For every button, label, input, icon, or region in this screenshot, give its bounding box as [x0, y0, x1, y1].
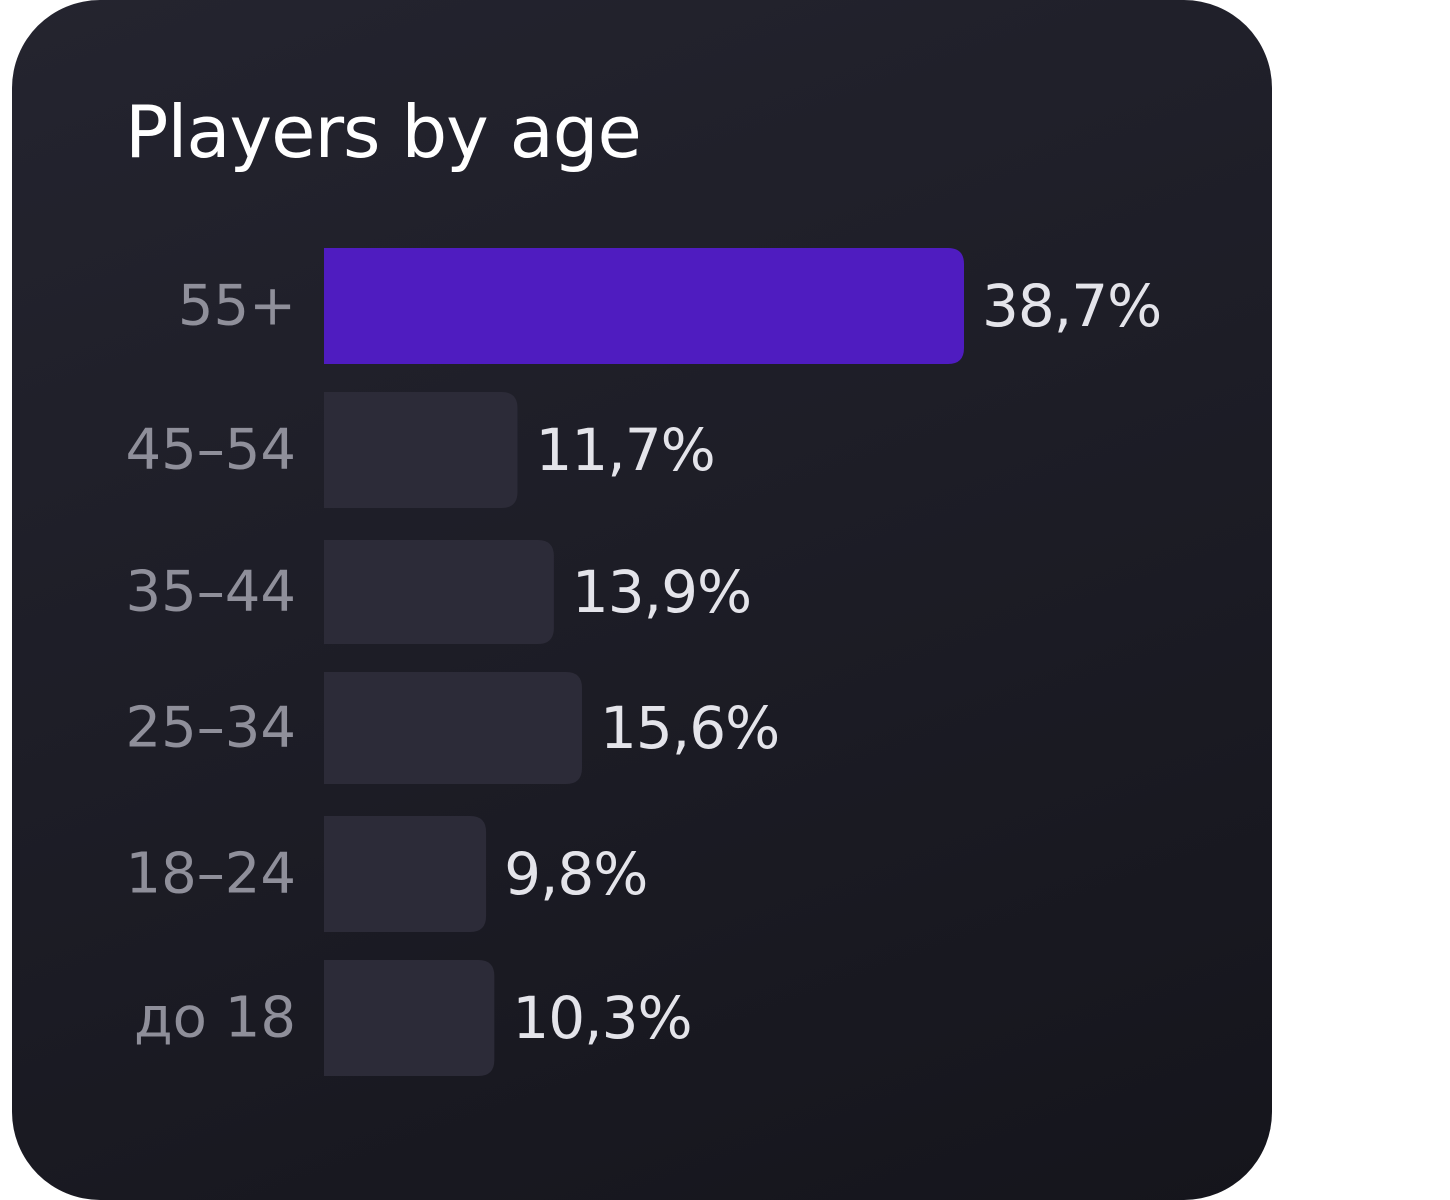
value-label: 15,6%: [600, 694, 779, 762]
category-label: 25–34: [125, 696, 296, 761]
category-label: 18–24: [125, 842, 296, 907]
value-label: 13,9%: [572, 558, 751, 626]
bar-row: 35–44 13,9%: [125, 540, 752, 644]
bar-row: 18–24 9,8%: [125, 816, 648, 932]
bar-chart: 55+ 38,7% 45–54 11,7% 35–44 13,9% 25–34 15,6% 18…: [125, 248, 1162, 1076]
bar: [324, 960, 495, 1076]
bar: [324, 816, 487, 932]
value-label: 11,7%: [535, 416, 714, 484]
bar-row: 25–34 15,6%: [125, 672, 780, 784]
bar-row: 55+ 38,7%: [178, 248, 1162, 364]
chart-card: Players by age 55+ 38,7% 45–54 11,7% 35–44 13…: [12, 0, 1272, 1200]
bar: [324, 672, 582, 784]
category-label: 55+: [178, 274, 296, 339]
bar: [324, 540, 554, 644]
chart-title: Players by age: [125, 90, 642, 174]
bar-row: 45–54 11,7%: [125, 392, 716, 508]
value-label: 9,8%: [504, 840, 647, 908]
category-label: 35–44: [125, 560, 296, 625]
category-label: 45–54: [125, 418, 296, 483]
value-label: 10,3%: [512, 984, 691, 1052]
bar: [324, 392, 518, 508]
category-label: до 18: [134, 986, 296, 1051]
value-label: 38,7%: [982, 272, 1161, 340]
highlighted-bar: [324, 248, 964, 364]
bar-row: до 18 10,3%: [134, 960, 693, 1076]
